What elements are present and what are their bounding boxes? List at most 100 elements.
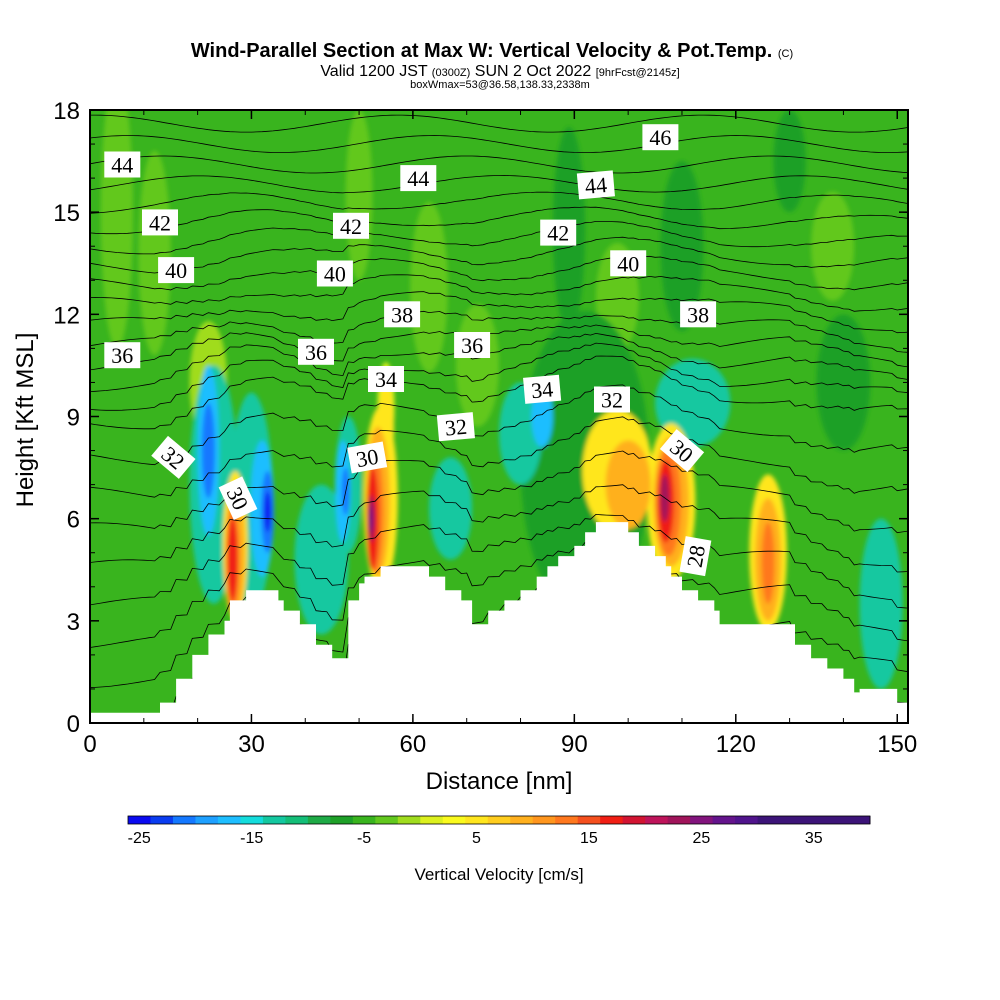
y-axis-label: Height [Kft MSL] (12, 333, 39, 508)
contour-label-box (454, 332, 491, 358)
velocity-region (201, 402, 215, 499)
colorbar-segment (487, 816, 511, 824)
colorbar-segment (150, 816, 174, 824)
contour-label-text: 36 (305, 340, 327, 365)
velocity-region (811, 191, 855, 301)
velocity-region (138, 150, 171, 356)
chart-subtitle-box: boxWmax=53@36.58,138.33,2338m (410, 79, 590, 91)
contour-label: 30 (659, 429, 705, 473)
contour-label-box (347, 441, 388, 474)
y-tick-label: 12 (53, 302, 80, 329)
contour-label-text: 30 (354, 444, 380, 472)
contour-label-box (523, 374, 562, 404)
colorbar-segment (757, 816, 781, 824)
contour-label: 40 (316, 260, 353, 287)
colorbar-segment (262, 816, 286, 824)
contour-label-box (610, 250, 647, 277)
contour-label-text: 46 (649, 125, 671, 150)
theta-contour (90, 355, 908, 430)
velocity-region (499, 382, 543, 485)
colorbar-segment (510, 816, 534, 824)
contour-label: 38 (680, 301, 717, 328)
y-tick-label: 0 (67, 711, 80, 738)
theta-contour (90, 174, 908, 194)
colorbar-segment (128, 816, 151, 824)
colorbar-segment (825, 816, 849, 824)
contour-label-text: 32 (444, 414, 468, 441)
theta-contour (90, 324, 908, 371)
colorbar-segment (780, 816, 804, 824)
colorbar-segment (690, 816, 714, 824)
colorbar-segment (240, 816, 264, 824)
colorbar-segment (645, 816, 669, 824)
contour-label: 42 (333, 212, 369, 239)
colorbar-segment (465, 816, 489, 824)
colorbar-segment (420, 816, 444, 824)
colorbar-segment (577, 816, 601, 824)
colorbar-segment (307, 816, 331, 824)
potential-temperature-contours (90, 114, 908, 723)
colorbar-segment (735, 816, 759, 824)
x-tick-label: 90 (561, 731, 588, 758)
contour-label-box (104, 151, 141, 178)
theta-contour (90, 310, 908, 353)
contour-label: 32 (436, 412, 475, 442)
theta-contour (90, 538, 908, 648)
contour-label-box (158, 257, 195, 284)
velocity-region (264, 491, 271, 533)
velocity-region (773, 110, 806, 213)
colorbar-segment (802, 816, 826, 824)
contour-label: 44 (400, 165, 437, 192)
colorbar-segment (600, 816, 624, 824)
contour-label-text: 44 (407, 166, 429, 191)
contour-label: 34 (368, 366, 404, 392)
theta-contour (90, 236, 908, 274)
x-tick-label: 30 (238, 731, 265, 758)
contour-label-text: 38 (391, 302, 413, 327)
theta-contour (90, 513, 908, 609)
chart-title: Wind-Parallel Section at Max W: Vertical… (191, 40, 793, 62)
velocity-region (816, 314, 871, 451)
theta-contour (90, 155, 908, 174)
contour-label: 32 (594, 386, 630, 413)
velocity-region (227, 518, 238, 601)
theta-contour (90, 384, 908, 466)
contour-label: 44 (576, 170, 615, 200)
theta-contour (90, 332, 908, 392)
contour-label-box (436, 412, 475, 442)
velocity-region (369, 505, 373, 533)
theta-contour (90, 255, 908, 291)
colorbar-frame (127, 815, 871, 825)
contour-label-text: 42 (547, 221, 569, 246)
colorbar-label: Vertical Velocity [cm/s] (414, 865, 583, 884)
colorbar-segment (847, 816, 871, 824)
theta-contour (90, 221, 908, 255)
velocity-region (660, 161, 704, 332)
contour-label-box (368, 366, 404, 392)
contour-label-box (680, 301, 717, 328)
theta-contour (90, 291, 908, 334)
colorbar-tick-label: 25 (693, 830, 711, 847)
contour-label-box (384, 301, 421, 328)
contour-label-box (400, 165, 437, 192)
velocity-region (294, 484, 349, 635)
theta-contour (90, 416, 908, 498)
contour-label-text: 36 (461, 333, 483, 358)
contour-label-box (104, 342, 141, 369)
theta-contour (90, 135, 908, 154)
theta-contour (90, 484, 908, 573)
theta-contour (90, 274, 908, 312)
contour-label-text: 42 (340, 214, 362, 239)
x-axis: 0 30 60 90 120 150 (83, 110, 917, 758)
contour-label-box (576, 170, 615, 200)
y-tick-label: 15 (53, 200, 80, 227)
colorbar-segment (555, 816, 579, 824)
contour-label-box (151, 435, 196, 479)
contour-label-text: 38 (687, 302, 709, 327)
contour-label-text: 34 (530, 376, 554, 403)
contour-label-text: 40 (324, 262, 346, 287)
colorbar-segment (352, 816, 376, 824)
x-tick-label: 0 (83, 731, 96, 758)
contour-label: 34 (523, 374, 562, 404)
